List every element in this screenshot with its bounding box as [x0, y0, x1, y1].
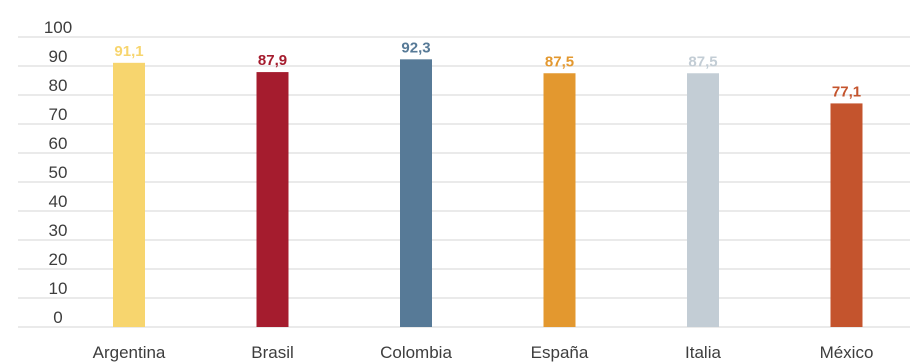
- data-label: 87,5: [545, 53, 574, 70]
- bar-españa: [543, 73, 576, 327]
- y-tick-label: 60: [49, 134, 68, 153]
- data-labels: 91,1 87,9 92,3 87,5 87,5 77,1: [114, 39, 861, 100]
- y-tick-label: 100: [44, 18, 72, 37]
- y-axis-ticks: 0 10 20 30 40 50 60 70 80 90 100: [44, 18, 72, 327]
- bar-méxico: [830, 103, 863, 327]
- y-tick-label: 80: [49, 76, 68, 95]
- x-tick-label: Colombia: [380, 343, 452, 362]
- x-tick-label: España: [531, 343, 589, 362]
- bars: [113, 59, 863, 328]
- x-tick-label: Brasil: [251, 343, 294, 362]
- bar-italia: [687, 73, 719, 327]
- bar-colombia: [400, 59, 432, 327]
- y-tick-label: 30: [49, 221, 68, 240]
- y-tick-label: 40: [49, 192, 68, 211]
- y-tick-label: 90: [49, 47, 68, 66]
- y-tick-label: 0: [53, 308, 62, 327]
- data-label: 92,3: [401, 39, 430, 56]
- y-tick-label: 50: [49, 163, 68, 182]
- data-label: 87,5: [688, 53, 717, 70]
- data-label: 91,1: [114, 43, 143, 60]
- grid-layer: [18, 36, 910, 328]
- data-label: 87,9: [258, 52, 287, 69]
- x-tick-label: Italia: [685, 343, 721, 362]
- y-tick-label: 70: [49, 105, 68, 124]
- x-tick-label: Argentina: [93, 343, 166, 362]
- bar-brasil: [256, 72, 289, 327]
- y-tick-label: 20: [49, 250, 68, 269]
- bar-argentina: [113, 62, 145, 328]
- y-tick-label: 10: [49, 279, 68, 298]
- x-axis-ticks: Argentina Brasil Colombia España Italia Méxic…: [93, 343, 874, 362]
- data-label: 77,1: [832, 83, 861, 100]
- x-tick-label: México: [820, 343, 874, 362]
